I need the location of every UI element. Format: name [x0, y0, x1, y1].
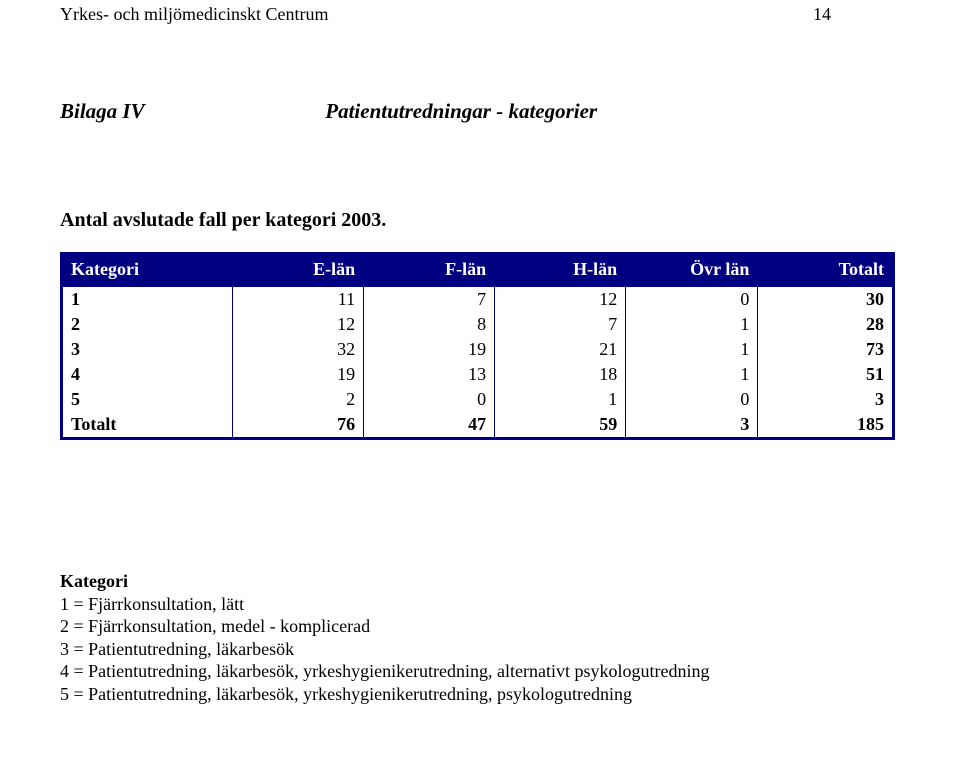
bilaga-left: Bilaga IV — [60, 99, 320, 124]
cell-value: 11 — [233, 286, 364, 313]
table-row-total: Totalt 76 47 59 3 185 — [62, 412, 894, 439]
header-page-number: 14 — [813, 4, 831, 25]
legend: Kategori 1 = Fjärrkonsultation, lätt 2 =… — [60, 570, 899, 705]
cell-value: 12 — [233, 312, 364, 337]
page-header: Yrkes- och miljömedicinskt Centrum 14 — [60, 0, 899, 29]
cell-value: 76 — [233, 412, 364, 439]
table-row: 2 12 8 7 1 28 — [62, 312, 894, 337]
header-title: Yrkes- och miljömedicinskt Centrum — [60, 4, 328, 25]
cell-kategori: 2 — [62, 312, 233, 337]
legend-heading: Kategori — [60, 570, 899, 593]
th-ovrlan: Övr län — [626, 254, 758, 286]
cell-total: 28 — [758, 312, 894, 337]
legend-item: 3 = Patientutredning, läkarbesök — [60, 638, 899, 661]
cell-value: 1 — [626, 362, 758, 387]
cell-value: 1 — [626, 337, 758, 362]
cell-value: 47 — [364, 412, 495, 439]
legend-item: 1 = Fjärrkonsultation, lätt — [60, 593, 899, 616]
cell-value: 12 — [495, 286, 626, 313]
table-header-row: Kategori E-län F-län H-län Övr län Total… — [62, 254, 894, 286]
cell-kategori: 5 — [62, 387, 233, 412]
cell-kategori: 1 — [62, 286, 233, 313]
document-page: Yrkes- och miljömedicinskt Centrum 14 Bi… — [0, 0, 959, 745]
cell-kategori: 4 — [62, 362, 233, 387]
cell-total: 3 — [758, 387, 894, 412]
table-row: 4 19 13 18 1 51 — [62, 362, 894, 387]
cell-value: 2 — [233, 387, 364, 412]
cell-value: 1 — [626, 312, 758, 337]
legend-item: 5 = Patientutredning, läkarbesök, yrkesh… — [60, 683, 899, 706]
category-table: Kategori E-län F-län H-län Övr län Total… — [60, 252, 895, 440]
cell-value: 0 — [626, 286, 758, 313]
th-hlan: H-län — [495, 254, 626, 286]
cell-total: 30 — [758, 286, 894, 313]
cell-total: 51 — [758, 362, 894, 387]
cell-kategori: 3 — [62, 337, 233, 362]
cell-value: 1 — [495, 387, 626, 412]
th-elan: E-län — [233, 254, 364, 286]
cell-value: 19 — [233, 362, 364, 387]
subtitle: Antal avslutade fall per kategori 2003. — [60, 209, 899, 232]
cell-total: 73 — [758, 337, 894, 362]
cell-value: 21 — [495, 337, 626, 362]
cell-value: 19 — [364, 337, 495, 362]
th-kategori: Kategori — [62, 254, 233, 286]
table-row: 3 32 19 21 1 73 — [62, 337, 894, 362]
cell-value: 7 — [495, 312, 626, 337]
cell-kategori: Totalt — [62, 412, 233, 439]
cell-value: 3 — [626, 412, 758, 439]
table-row: 5 2 0 1 0 3 — [62, 387, 894, 412]
bilaga-right: Patientutredningar - kategorier — [325, 99, 597, 124]
table-body: 1 11 7 12 0 30 2 12 8 7 1 28 3 32 19 21 … — [62, 286, 894, 439]
cell-value: 0 — [364, 387, 495, 412]
th-totalt: Totalt — [758, 254, 894, 286]
legend-item: 4 = Patientutredning, läkarbesök, yrkesh… — [60, 660, 899, 683]
th-flan: F-län — [364, 254, 495, 286]
bilaga-line: Bilaga IV Patientutredningar - kategorie… — [60, 99, 899, 124]
legend-item: 2 = Fjärrkonsultation, medel - komplicer… — [60, 615, 899, 638]
cell-value: 13 — [364, 362, 495, 387]
cell-value: 59 — [495, 412, 626, 439]
cell-value: 8 — [364, 312, 495, 337]
cell-total: 185 — [758, 412, 894, 439]
cell-value: 32 — [233, 337, 364, 362]
cell-value: 0 — [626, 387, 758, 412]
table-row: 1 11 7 12 0 30 — [62, 286, 894, 313]
cell-value: 18 — [495, 362, 626, 387]
cell-value: 7 — [364, 286, 495, 313]
